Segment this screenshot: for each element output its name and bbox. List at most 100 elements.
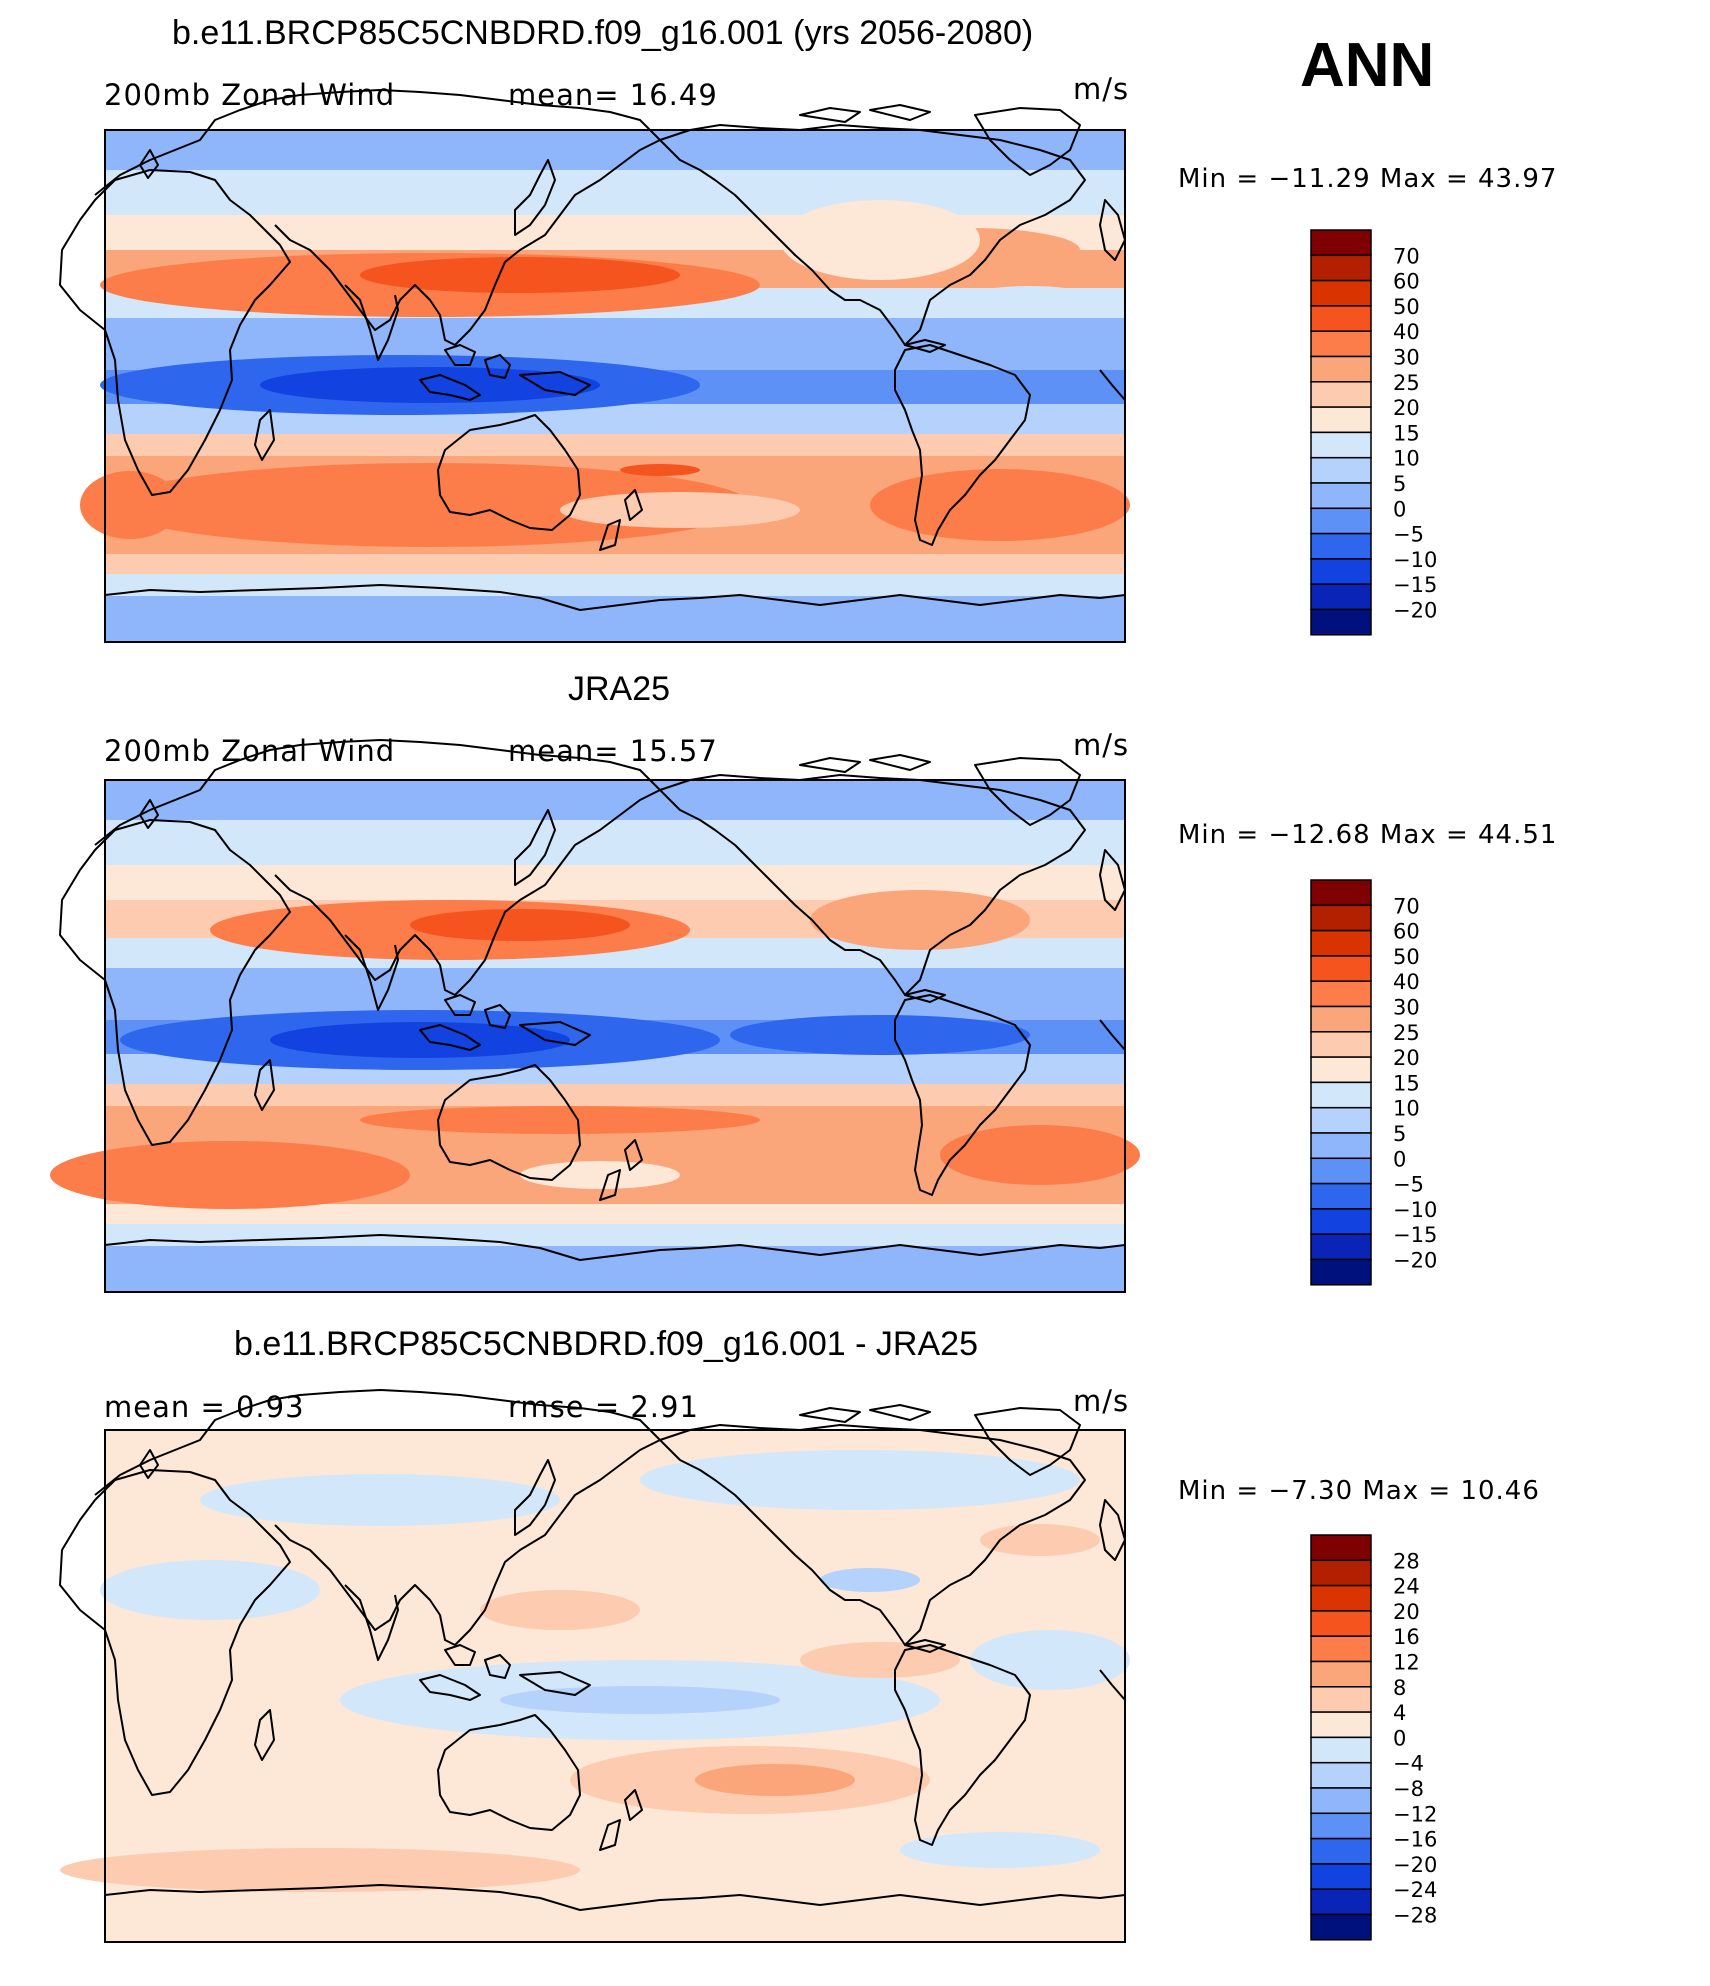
colorbar-swatch [1310,406,1372,434]
colorbar-swatch [1310,1132,1372,1160]
colorbar-swatch [1310,1812,1372,1840]
colorbar-tick-label: −8 [1393,1777,1424,1801]
colorbar-tick-label: 40 [1393,970,1420,994]
colorbar-swatch [1310,456,1372,484]
colorbar-tick-label: 5 [1393,472,1406,496]
colorbar-swatch [1310,431,1372,459]
colorbar-tick-label: 15 [1393,1071,1420,1095]
colorbar-tick-label: 50 [1393,295,1420,319]
panel3-map [59,1389,1130,1943]
colorbar-swatch [1310,1863,1372,1890]
colorbar-swatch [1310,1761,1372,1789]
colorbar-swatch [1310,482,1372,510]
colorbar-swatch [1310,1208,1372,1235]
colorbar-swatch [1310,1610,1372,1637]
colorbar-tick-label: 40 [1393,320,1420,344]
panel1-map [59,89,1130,643]
colorbar-tick-label: 25 [1393,371,1420,395]
panel1-title: b.e11.BRCP85C5CNBDRD.f09_g16.001 (yrs 20… [172,14,1034,52]
colorbar-tick-label: 30 [1393,346,1420,370]
colorbar-swatch [1310,1182,1372,1210]
panel1-min-max: Min = −11.29 Max = 43.97 [1178,164,1558,194]
colorbar-swatch [1310,330,1372,358]
panel2-map [50,739,1140,1293]
season-label: ANN [1300,31,1435,100]
colorbar-tick-label: 10 [1393,447,1420,471]
colorbar-tick-label: 8 [1393,1676,1406,1700]
colorbar-tick-label: 12 [1393,1651,1420,1675]
panel2-units: m/s [1073,728,1130,762]
panel3-mean-label: mean = 0.93 [104,1390,305,1424]
colorbar-tick-label: 60 [1393,920,1420,944]
colorbar-tick-label: −5 [1393,523,1424,547]
colorbar-swatch [1310,1233,1372,1261]
colorbar-swatch [1310,1005,1372,1033]
colorbar-swatch [1310,955,1372,982]
colorbar-tick-label: −20 [1393,1249,1437,1273]
colorbar-swatch [1310,608,1372,636]
colorbar-swatch [1310,381,1372,408]
colorbar-tick-label: 20 [1393,1600,1420,1624]
colorbar-tick-label: 20 [1393,1046,1420,1070]
colorbar-tick-label: −10 [1393,548,1437,572]
colorbar-swatch [1310,279,1372,307]
panel3-title: b.e11.BRCP85C5CNBDRD.f09_g16.001 - JRA25 [234,1325,978,1363]
colorbar-tick-label: −5 [1393,1173,1424,1197]
panel2-variable-label: 200mb Zonal Wind [104,734,396,768]
colorbar-swatch [1310,1157,1372,1185]
colorbar-swatch [1310,1888,1372,1916]
colorbar-tick-label: 10 [1393,1097,1420,1121]
colorbar-swatch [1310,558,1372,585]
colorbar-swatch [1310,1081,1372,1109]
colorbar-swatch [1310,1686,1372,1713]
colorbar-swatch [1310,879,1372,907]
colorbar-tick-label: −20 [1393,599,1437,623]
colorbar-swatch [1310,1534,1372,1562]
colorbar-swatch [1310,355,1372,383]
colorbar-tick-label: 30 [1393,996,1420,1020]
colorbar-swatch [1310,1787,1372,1815]
colorbar-tick-label: −4 [1393,1752,1424,1776]
panel2-title: JRA25 [568,670,671,708]
colorbar-swatch [1310,980,1372,1008]
colorbar-swatch [1310,1031,1372,1058]
colorbar-tick-label: 25 [1393,1021,1420,1045]
colorbar-tick-label: 50 [1393,945,1420,969]
colorbar-swatch [1310,229,1372,257]
colorbar-swatch [1310,1635,1372,1663]
colorbar-tick-label: 5 [1393,1122,1406,1146]
colorbar-tick-label: 16 [1393,1625,1420,1649]
colorbar-tick-label: −16 [1393,1828,1437,1852]
colorbar-tick-label: −20 [1393,1853,1437,1877]
colorbar-swatch [1310,904,1372,932]
colorbar-tick-label: 24 [1393,1575,1420,1599]
colorbar-tick-label: −15 [1393,573,1437,597]
colorbar-tick-label: 0 [1393,497,1406,521]
colorbar-tick-label: −15 [1393,1223,1437,1247]
colorbar-swatch [1310,305,1372,332]
panel2-min-max: Min = −12.68 Max = 44.51 [1178,820,1558,850]
colorbar-swatch [1310,1584,1372,1612]
colorbar-swatch [1310,1106,1372,1134]
colorbar-tick-label: 60 [1393,270,1420,294]
colorbar-swatch [1310,1258,1372,1286]
colorbar-tick-label: 20 [1393,396,1420,420]
colorbar-tick-label: 28 [1393,1549,1420,1573]
panel1-units: m/s [1073,72,1130,106]
panel1-mean-label: mean= 16.49 [508,78,718,112]
colorbar-swatch [1310,1711,1372,1739]
colorbar-swatch [1310,1736,1372,1764]
colorbar-tick-label: 15 [1393,421,1420,445]
colorbar-tick-label: −28 [1393,1904,1437,1928]
panel3-min-max: Min = −7.30 Max = 10.46 [1178,1476,1540,1506]
colorbar-swatch [1310,507,1372,535]
colorbar-swatch [1310,532,1372,560]
colorbar-tick-label: −24 [1393,1878,1437,1902]
colorbar-tick-label: −12 [1393,1802,1437,1826]
colorbar-swatch [1310,1837,1372,1865]
colorbar-tick-label: 4 [1393,1701,1406,1725]
colorbar-swatch [1310,929,1372,957]
panel3-rmse-label: rmse = 2.91 [508,1390,699,1424]
